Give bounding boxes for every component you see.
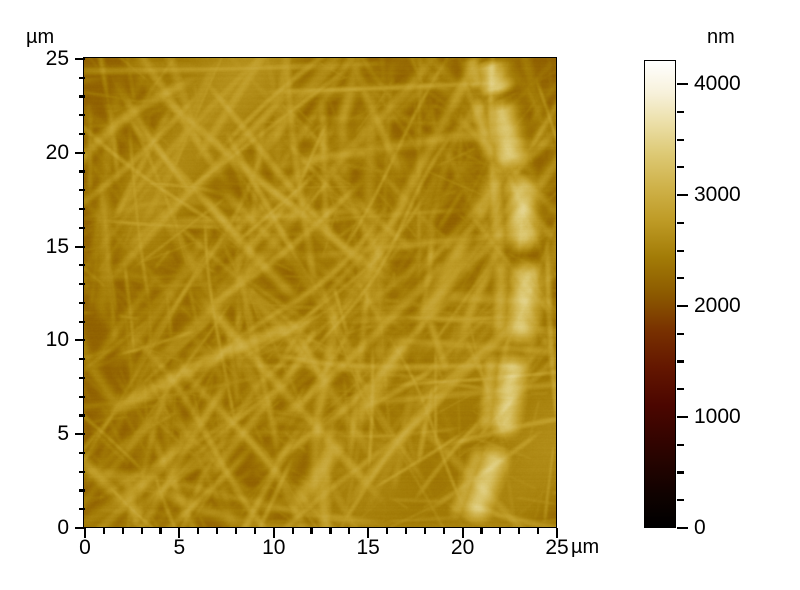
y-axis-minor-tick (79, 283, 85, 286)
x-axis-tick-label: 5 (173, 536, 186, 559)
y-axis-minor-tick (79, 376, 85, 379)
x-axis-minor-tick (537, 528, 540, 534)
colorbar-minor-tick (677, 221, 684, 224)
colorbar-tick-label: 2000 (694, 294, 741, 318)
x-axis-minor-tick (291, 528, 294, 534)
x-axis-minor-tick (310, 528, 313, 534)
y-axis-minor-tick (79, 414, 85, 417)
y-axis-minor-tick (79, 358, 85, 361)
y-axis-tick-label: 10 (45, 328, 69, 352)
x-axis-unit-label: µm (571, 536, 600, 558)
x-axis-major-tick (178, 528, 181, 538)
y-axis-major-tick (75, 245, 85, 248)
y-axis-minor-tick (79, 470, 85, 473)
colorbar-minor-tick (677, 499, 684, 502)
colorbar-tick-label: 0 (694, 516, 706, 539)
y-axis-minor-tick (79, 395, 85, 398)
y-axis-minor-tick (79, 189, 85, 192)
y-axis-major-tick (75, 526, 85, 530)
x-axis-major-tick (272, 528, 275, 538)
y-axis-major-tick (75, 57, 85, 61)
colorbar-minor-tick (677, 360, 684, 363)
y-axis-minor-tick (79, 170, 85, 173)
colorbar-unit-label: nm (707, 26, 735, 48)
y-axis-tick-label: 0 (57, 516, 69, 539)
colorbar-major-tick (677, 415, 688, 419)
colorbar-tick-label: 3000 (694, 183, 741, 207)
y-axis-minor-tick (79, 320, 85, 323)
colorbar-major-tick (677, 304, 688, 308)
colorbar-tick-label: 4000 (694, 72, 741, 96)
x-axis-tick-label: 20 (450, 536, 475, 559)
x-axis-minor-tick (385, 528, 389, 534)
x-axis-minor-tick (329, 528, 332, 534)
x-axis-minor-tick (234, 528, 238, 534)
colorbar-minor-tick (677, 443, 684, 446)
y-axis-minor-tick (79, 451, 85, 455)
y-axis-minor-tick (79, 132, 85, 136)
y-axis-minor-tick (79, 508, 85, 511)
x-axis-minor-tick (159, 528, 162, 534)
y-axis-minor-tick (79, 114, 85, 117)
y-axis-minor-tick (79, 76, 85, 79)
x-axis-minor-tick (253, 528, 256, 534)
x-axis-minor-tick (442, 528, 445, 534)
x-axis-tick-label: 25 (545, 536, 569, 559)
y-axis-minor-tick (79, 207, 85, 211)
colorbar-major-tick (677, 526, 688, 530)
x-axis-minor-tick (423, 528, 426, 534)
scan-image-frame (83, 57, 558, 529)
colorbar-tick-label: 1000 (694, 405, 741, 429)
colorbar-major-tick (677, 194, 688, 197)
x-axis-major-tick (83, 528, 87, 538)
y-axis-unit-label: µm (26, 26, 55, 48)
x-axis-tick-label: 10 (262, 536, 286, 559)
afm-height-map (84, 58, 557, 528)
y-axis-tick-label: 20 (45, 140, 69, 164)
colorbar-minor-tick (677, 388, 684, 391)
x-axis-tick-label: 0 (79, 536, 91, 559)
x-axis-major-tick (555, 528, 559, 538)
y-axis-minor-tick (79, 489, 85, 492)
x-axis-minor-tick (499, 528, 502, 534)
colorbar-minor-tick (677, 110, 684, 114)
y-axis-minor-tick (79, 301, 85, 304)
y-axis-minor-tick (79, 226, 85, 229)
y-axis-major-tick (75, 151, 85, 154)
x-axis-minor-tick (121, 528, 124, 534)
colorbar-minor-tick (677, 471, 684, 474)
y-axis-minor-tick (79, 264, 85, 267)
y-axis-major-tick (75, 339, 85, 342)
colorbar-minor-tick (677, 138, 684, 141)
colorbar-minor-tick (677, 166, 684, 169)
colorbar-minor-tick (677, 249, 684, 252)
colorbar-frame (644, 60, 677, 529)
colorbar-minor-tick (677, 277, 684, 280)
y-axis-major-tick (75, 433, 85, 436)
x-axis-minor-tick (348, 528, 351, 534)
y-axis-minor-tick (79, 95, 85, 98)
colorbar-gradient (645, 61, 676, 528)
colorbar-minor-tick (677, 332, 684, 335)
x-axis-major-tick (367, 528, 370, 538)
y-axis-tick-label: 5 (57, 422, 69, 446)
y-axis-tick-label: 25 (45, 47, 69, 70)
x-axis-minor-tick (197, 528, 200, 534)
colorbar-major-tick (677, 83, 688, 86)
x-axis-minor-tick (102, 528, 105, 534)
x-axis-minor-tick (140, 528, 143, 534)
x-axis-major-tick (461, 528, 464, 538)
x-axis-tick-label: 15 (356, 536, 380, 559)
x-axis-minor-tick (518, 528, 521, 534)
x-axis-minor-tick (216, 528, 219, 534)
x-axis-minor-tick (404, 528, 408, 534)
x-axis-minor-tick (480, 528, 483, 534)
y-axis-tick-label: 15 (45, 234, 69, 258)
